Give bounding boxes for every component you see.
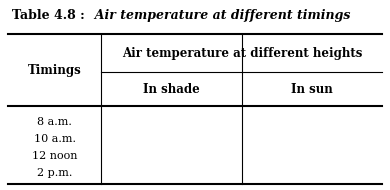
Text: 10 a.m.: 10 a.m. (34, 134, 76, 144)
Text: 8 a.m.: 8 a.m. (37, 117, 72, 127)
Text: In sun: In sun (291, 83, 333, 96)
Text: In shade: In shade (143, 83, 200, 96)
Text: Air temperature at different heights: Air temperature at different heights (122, 47, 362, 60)
Text: 2 p.m.: 2 p.m. (37, 168, 72, 178)
Text: Timings: Timings (28, 64, 82, 77)
Text: Air temperature at different timings: Air temperature at different timings (86, 9, 350, 22)
Text: 12 noon: 12 noon (32, 151, 77, 161)
Text: Table 4.8 :: Table 4.8 : (12, 9, 85, 22)
